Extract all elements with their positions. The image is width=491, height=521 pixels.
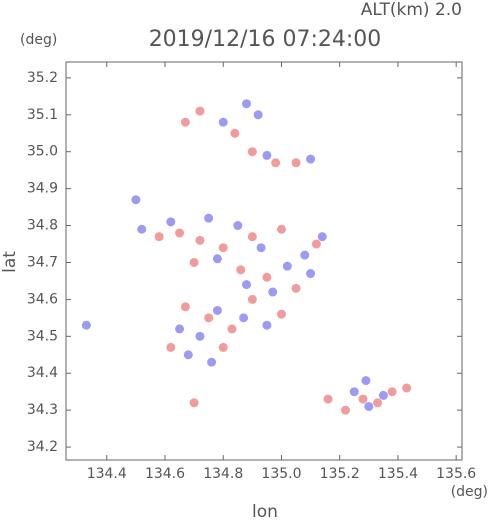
x-tick-label: 134.4 (87, 466, 127, 482)
x-unit: (deg) (451, 484, 488, 500)
echo-point (256, 243, 266, 253)
x-tick-label: 135.0 (261, 466, 301, 482)
chart-title: 2019/12/16 07:24:00 (149, 27, 382, 52)
x-tick-label: 135.4 (378, 466, 418, 482)
echo-point (175, 228, 185, 238)
echo-point (341, 405, 351, 415)
x-axis-label: lon (252, 502, 278, 521)
echo-point (175, 324, 185, 334)
echo-point (233, 221, 243, 231)
echo-point (180, 302, 190, 312)
echo-point (131, 195, 141, 205)
altitude-label: ALT(km) 2.0 (361, 0, 462, 20)
echo-point (282, 261, 292, 271)
echo-point (195, 331, 205, 341)
echo-point (218, 117, 228, 127)
echo-point (242, 280, 252, 290)
y-tick-label: 34.6 (27, 291, 58, 307)
echo-point (253, 110, 263, 120)
echo-point (239, 313, 249, 323)
echo-point (195, 235, 205, 245)
y-tick-label: 34.4 (27, 365, 58, 381)
echo-point (402, 383, 412, 393)
echo-point (311, 239, 321, 249)
echo-point (276, 309, 286, 319)
x-tick-label: 134.6 (145, 466, 185, 482)
echo-point (306, 154, 316, 164)
y-axis-label: lat (0, 251, 20, 273)
echo-point (276, 224, 286, 234)
echo-point (166, 217, 176, 227)
plot-frame (65, 61, 463, 461)
echo-point (262, 320, 272, 330)
echo-point (291, 158, 301, 168)
x-tick-label: 135.2 (320, 466, 360, 482)
echo-point (81, 320, 91, 330)
echo-point (242, 99, 252, 109)
echo-point (247, 294, 257, 304)
y-tick-label: 35.0 (27, 144, 58, 160)
echo-point (262, 150, 272, 160)
echo-point (358, 394, 368, 404)
echo-point (180, 117, 190, 127)
echo-point (317, 232, 327, 242)
echo-point (137, 224, 147, 234)
echo-point (218, 243, 228, 253)
x-tick-label: 135.6 (436, 466, 476, 482)
echo-point (268, 287, 278, 297)
echo-point (373, 398, 383, 408)
echo-point (218, 342, 228, 352)
y-tick-label: 34.2 (27, 439, 58, 455)
x-tick-label: 134.8 (203, 466, 243, 482)
echo-point (291, 283, 301, 293)
echo-point (262, 272, 272, 282)
echo-point (300, 250, 310, 260)
echo-point (236, 265, 246, 275)
y-tick-label: 34.9 (27, 181, 58, 197)
y-tick-label: 35.1 (27, 107, 58, 123)
y-tick-label: 34.8 (27, 218, 58, 234)
echo-point (227, 324, 237, 334)
echo-point (387, 387, 397, 397)
echo-point (207, 357, 217, 367)
echo-point (166, 342, 176, 352)
y-tick-label: 35.2 (27, 70, 58, 86)
echo-point (204, 213, 214, 223)
echo-point (183, 350, 193, 360)
echo-point (247, 232, 257, 242)
echo-point (204, 313, 214, 323)
echo-point (212, 305, 222, 315)
echo-point (349, 387, 359, 397)
y-tick-label: 34.3 (27, 402, 58, 418)
echo-point (247, 147, 257, 157)
echo-point (195, 106, 205, 116)
echo-point (271, 158, 281, 168)
y-unit: (deg) (20, 32, 57, 48)
echo-point (306, 269, 316, 279)
echo-point (323, 394, 333, 404)
echo-point (364, 401, 374, 411)
echo-point (189, 398, 199, 408)
echo-point (212, 254, 222, 264)
echo-point (154, 232, 164, 242)
echo-point (361, 376, 371, 386)
y-tick-label: 34.7 (27, 254, 58, 270)
echo-point (378, 390, 388, 400)
echo-point (230, 128, 240, 138)
echo-point (189, 257, 199, 267)
y-tick-label: 34.5 (27, 328, 58, 344)
